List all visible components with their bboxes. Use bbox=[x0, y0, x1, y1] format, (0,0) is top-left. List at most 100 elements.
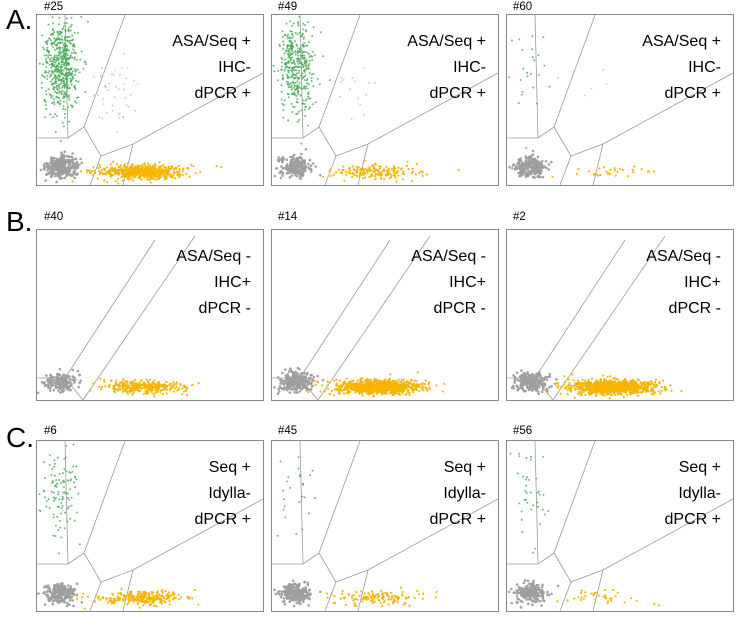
droplet-point bbox=[338, 379, 341, 382]
droplet-point bbox=[55, 161, 58, 164]
result-line: dPCR + bbox=[664, 85, 721, 102]
droplet-point bbox=[319, 390, 322, 393]
droplet-point bbox=[100, 169, 103, 172]
droplet-point bbox=[287, 165, 291, 168]
droplet-point bbox=[137, 172, 140, 175]
droplet-point bbox=[179, 382, 182, 385]
droplet-point bbox=[62, 100, 65, 103]
droplet-point bbox=[291, 37, 293, 40]
droplet-point bbox=[301, 32, 304, 35]
droplet-point bbox=[168, 383, 171, 386]
droplet-point bbox=[540, 390, 544, 394]
droplet-point bbox=[66, 79, 69, 82]
droplet-point bbox=[605, 82, 608, 85]
droplet-point bbox=[606, 172, 609, 175]
droplet-point bbox=[158, 174, 162, 177]
droplet-point bbox=[530, 377, 534, 381]
droplet-point bbox=[298, 50, 301, 53]
droplet-point bbox=[111, 109, 114, 112]
droplet-point bbox=[118, 112, 121, 115]
droplet-point bbox=[57, 382, 60, 385]
droplet-point bbox=[55, 60, 57, 63]
droplet-point bbox=[537, 383, 540, 387]
droplet-point bbox=[112, 387, 116, 390]
result-line: ASA/Seq - bbox=[176, 248, 251, 265]
droplet-point bbox=[293, 106, 296, 109]
result-line: ASA/Seq + bbox=[642, 33, 721, 50]
droplet-point bbox=[406, 160, 409, 163]
droplet-point bbox=[291, 371, 295, 375]
droplet-point bbox=[150, 386, 153, 389]
droplet-point bbox=[64, 378, 68, 382]
droplet-point bbox=[56, 47, 59, 50]
droplet-point bbox=[65, 77, 67, 80]
droplet-point bbox=[536, 175, 539, 178]
droplet-point bbox=[303, 36, 305, 39]
droplet-point bbox=[536, 386, 539, 389]
droplet-point bbox=[595, 173, 598, 176]
droplet-point bbox=[109, 163, 112, 166]
droplet-point bbox=[107, 89, 109, 91]
droplet-point bbox=[521, 91, 524, 93]
droplet-point bbox=[129, 387, 132, 390]
droplet-point bbox=[167, 172, 170, 175]
droplet-point bbox=[127, 106, 130, 108]
gate-line bbox=[534, 239, 626, 379]
droplet-point bbox=[361, 392, 364, 395]
droplet-point bbox=[69, 77, 72, 80]
droplet-point bbox=[378, 167, 381, 170]
droplet-point bbox=[156, 383, 159, 387]
droplet-point bbox=[571, 373, 574, 376]
droplet-point bbox=[374, 81, 376, 84]
droplet-point bbox=[161, 389, 164, 392]
scatter-panel-25: ASA/Seq + IHC- dPCR + bbox=[36, 14, 264, 186]
droplet-point bbox=[387, 173, 390, 176]
droplet-point bbox=[300, 74, 303, 77]
droplet-point bbox=[297, 24, 300, 27]
droplet-point bbox=[403, 380, 406, 383]
droplet-point bbox=[132, 176, 135, 179]
droplet-point bbox=[155, 170, 158, 174]
droplet-point bbox=[59, 46, 62, 49]
droplet-point bbox=[73, 172, 76, 175]
droplet-point bbox=[69, 29, 72, 32]
droplet-point bbox=[64, 30, 67, 33]
droplet-point bbox=[342, 381, 345, 385]
droplet-point bbox=[520, 174, 523, 177]
droplet-point bbox=[143, 386, 146, 389]
droplet-point bbox=[130, 164, 133, 167]
droplet-point bbox=[64, 85, 66, 88]
droplet-point bbox=[166, 169, 170, 172]
droplet-point bbox=[526, 167, 529, 171]
droplet-point bbox=[389, 373, 392, 376]
droplet-point bbox=[602, 374, 605, 377]
droplet-point bbox=[389, 389, 392, 392]
droplet-point bbox=[443, 382, 446, 385]
droplet-point bbox=[110, 379, 113, 382]
droplet-point bbox=[308, 107, 310, 110]
droplet-point bbox=[390, 173, 393, 177]
droplet-point bbox=[51, 95, 54, 97]
droplet-point bbox=[533, 382, 536, 385]
droplet-point bbox=[165, 392, 168, 395]
droplet-point bbox=[92, 173, 95, 176]
droplet-point bbox=[321, 378, 325, 382]
droplet-point bbox=[377, 383, 380, 386]
row-label-c: C. bbox=[6, 422, 34, 453]
droplet-point bbox=[56, 56, 58, 59]
droplet-point bbox=[132, 391, 135, 394]
droplet-point bbox=[281, 371, 284, 375]
droplet-point bbox=[175, 385, 178, 388]
droplet-point bbox=[161, 169, 165, 172]
droplet-point bbox=[303, 108, 306, 111]
droplet-point bbox=[280, 98, 283, 101]
droplet-point bbox=[298, 156, 302, 159]
droplet-point bbox=[386, 168, 389, 172]
droplet-point bbox=[276, 158, 280, 162]
droplet-point bbox=[319, 31, 322, 34]
droplet-point bbox=[402, 384, 406, 387]
droplet-point bbox=[308, 63, 311, 65]
droplet-point bbox=[307, 95, 309, 98]
droplet-point bbox=[41, 34, 44, 37]
droplet-point bbox=[73, 58, 76, 60]
